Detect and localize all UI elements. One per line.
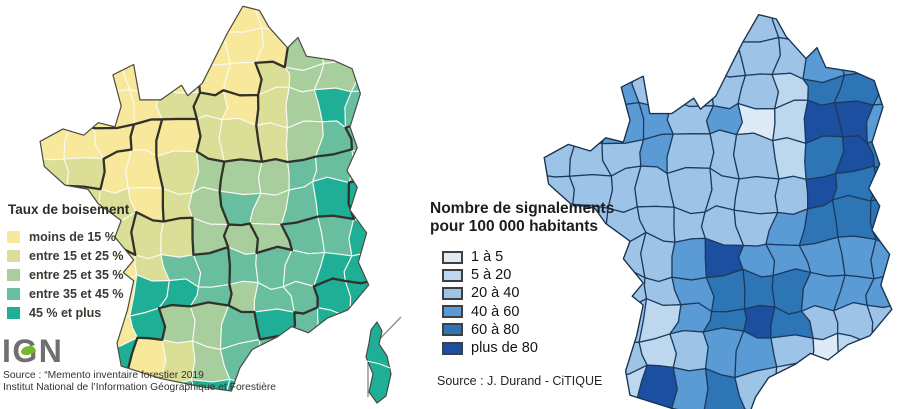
legend-swatch [7, 249, 20, 262]
legend-item: 20 à 40 [442, 284, 614, 302]
legend-label: 20 à 40 [471, 285, 520, 302]
corsica-inset [365, 316, 402, 404]
legend-swatch [442, 250, 463, 264]
forest-map-source: Source : “Memento inventaire forestier 2… [3, 370, 276, 395]
forest-cover-map [39, 5, 402, 404]
reports-map-legend: Nombre de signalements pour 100 000 habi… [430, 200, 614, 357]
legend-label: entre 25 et 35 % [29, 267, 124, 282]
legend-label: entre 15 et 25 % [29, 248, 124, 263]
legend-swatch [442, 286, 463, 300]
reports-map-source: Source : J. Durand - CiTIQUE [437, 374, 603, 388]
legend-item: plus de 80 [442, 339, 614, 357]
legend-swatch [7, 268, 20, 281]
legend-item: 5 à 20 [442, 266, 614, 284]
tick-reports-map [543, 13, 893, 409]
forest-legend-title: Taux de boisement [8, 202, 130, 217]
legend-swatch [442, 341, 463, 355]
reports-legend-title-line2: pour 100 000 habitants [430, 217, 598, 235]
legend-label: 60 à 80 [471, 321, 520, 338]
legend-swatch [442, 305, 463, 319]
legend-item: entre 25 et 35 % [7, 265, 129, 284]
legend-item: 1 à 5 [442, 248, 614, 266]
forest-source-line1: Source : “Memento inventaire forestier 2… [3, 370, 204, 381]
legend-item: 40 à 60 [442, 303, 614, 321]
legend-label: 1 à 5 [471, 249, 504, 266]
legend-item: entre 35 et 45 % [7, 284, 129, 303]
legend-item: entre 15 et 25 % [7, 246, 129, 265]
legend-label: 5 à 20 [471, 267, 512, 284]
legend-swatch [442, 268, 463, 282]
legend-swatch [442, 323, 463, 337]
legend-item: moins de 15 % [7, 227, 129, 246]
legend-label: 40 à 60 [471, 303, 520, 320]
legend-item: 45 % et plus [7, 303, 129, 322]
legend-label: moins de 15 % [29, 229, 116, 244]
legend-swatch [7, 287, 20, 300]
legend-swatch [7, 230, 20, 243]
legend-label: 45 % et plus [29, 305, 102, 320]
reports-legend-title-line1: Nombre de signalements [430, 200, 615, 217]
legend-item: 60 à 80 [442, 321, 614, 339]
ign-logo: IGN [2, 335, 82, 369]
legend-label: plus de 80 [471, 340, 538, 357]
legend-label: entre 35 et 45 % [29, 286, 124, 301]
legend-swatch [7, 306, 20, 319]
forest-source-line2: Institut National de l’Information Géogr… [3, 382, 277, 394]
forest-legend-items: moins de 15 % entre 15 et 25 % entre 25 et… [7, 227, 129, 322]
forest-map-legend: Taux de boisement moins de 15 % entre 15 … [7, 202, 129, 322]
